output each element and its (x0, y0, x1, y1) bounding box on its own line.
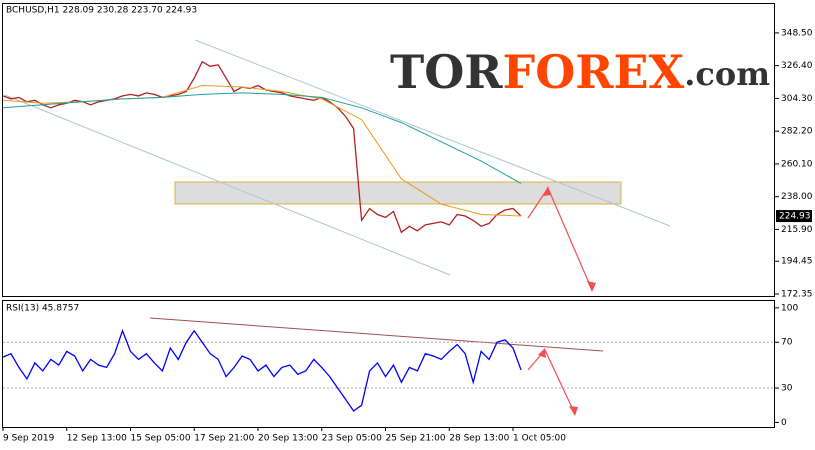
rsi-panel (2, 300, 775, 428)
y-tick-label: 30 (781, 384, 793, 394)
resistance-zone (174, 181, 622, 205)
y-tick-label: 348.50 (781, 28, 813, 38)
x-tick-label: 12 Sep 13:00 (67, 434, 127, 444)
y-tick-label: 238.00 (781, 192, 813, 202)
price-panel (2, 3, 775, 297)
y-tick-label: 215.90 (781, 225, 813, 235)
series-line (2, 92, 522, 184)
arrow-head (569, 406, 578, 416)
y-tick-label: 100 (781, 303, 798, 313)
arrow-head (587, 281, 596, 292)
rsi-title: RSI(13) 45.8757 (6, 304, 79, 314)
series-line (2, 328, 522, 412)
x-tick-label: 28 Sep 13:00 (449, 434, 509, 444)
watermark: TORFOREX.com (390, 45, 770, 99)
channel-bottom (4, 94, 451, 276)
rsi-forecast-arrow (527, 348, 576, 415)
y-tick-label: 70 (781, 338, 793, 348)
series-line (2, 60, 522, 234)
arrow-head (543, 186, 551, 196)
x-tick-label: 1 Oct 05:00 (513, 434, 566, 444)
x-tick-label: 25 Sep 21:00 (386, 434, 446, 444)
y-tick-label: 172.35 (781, 289, 813, 299)
y-tick-label: 282.20 (781, 127, 813, 137)
y-tick-label: 304.30 (781, 94, 813, 104)
x-tick-label: 23 Sep 05:00 (322, 434, 382, 444)
arrow-head (538, 348, 546, 358)
price-label-box (776, 210, 812, 223)
rsi-trendline (149, 317, 604, 352)
x-tick-label: 17 Sep 21:00 (194, 434, 254, 444)
wm-brand: FOREX (503, 45, 685, 99)
channel-top (194, 39, 671, 227)
y-tick-label: 0 (781, 418, 787, 428)
y-tick-label: 260.10 (781, 159, 813, 169)
x-tick-label: 9 Sep 2019 (3, 434, 55, 444)
price-label: 224.93 (779, 212, 811, 222)
x-tick-label: 20 Sep 13:00 (258, 434, 318, 444)
chart-title: BCHUSD,H1 228.09 230.28 223.70 224.93 (6, 6, 197, 16)
y-tick-label: 194.45 (781, 257, 813, 267)
wm-suffix: .com (684, 55, 770, 93)
y-tick-label: 326.40 (781, 61, 813, 71)
x-tick-label: 15 Sep 05:00 (130, 434, 190, 444)
wm-prefix: TOR (390, 45, 503, 99)
